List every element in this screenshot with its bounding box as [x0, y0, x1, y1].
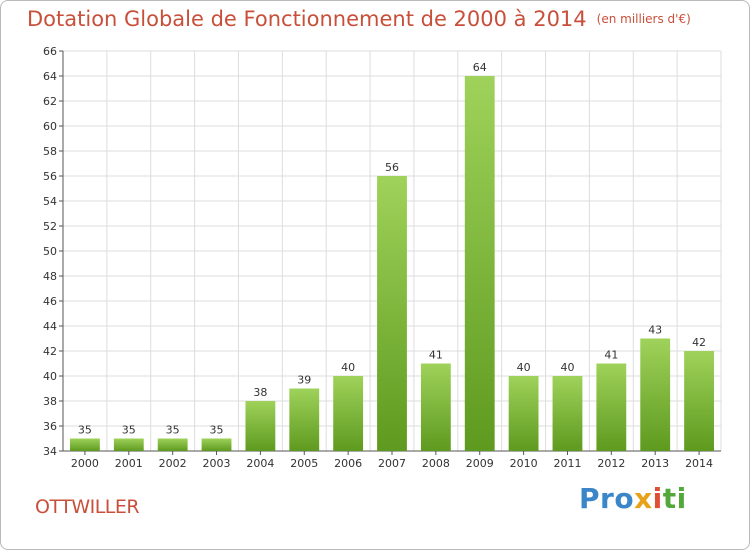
- x-tick-label-2001: 2001: [115, 457, 143, 470]
- logo-part: i: [652, 482, 663, 515]
- x-tick-label-2009: 2009: [466, 457, 494, 470]
- y-tick-label: 54: [43, 195, 57, 208]
- x-tick-label-2012: 2012: [597, 457, 625, 470]
- y-tick-label: 64: [43, 70, 57, 83]
- chart-title: Dotation Globale de Fonctionnement de 20…: [27, 7, 691, 31]
- bar-2014: [684, 351, 714, 451]
- data-label-2009: 64: [473, 61, 487, 74]
- data-label-2011: 40: [560, 361, 574, 374]
- x-tick-label-2014: 2014: [685, 457, 713, 470]
- y-tick-label: 58: [43, 145, 57, 158]
- y-tick-label: 52: [43, 220, 57, 233]
- data-label-2014: 42: [692, 336, 706, 349]
- chart-title-text: Dotation Globale de Fonctionnement de 20…: [27, 7, 587, 31]
- data-label-2003: 35: [210, 424, 224, 437]
- y-tick-label: 48: [43, 270, 57, 283]
- labels: 34 36 38 40 42 44 46 48 50 52 54 56 58 60 62 64 66 35 2000…: [43, 45, 713, 470]
- y-tick-label: 42: [43, 345, 57, 358]
- data-label-2001: 35: [122, 424, 136, 437]
- bar-2000: [70, 438, 100, 451]
- y-tick-label: 44: [43, 320, 57, 333]
- bar-2007: [377, 176, 407, 451]
- data-label-2008: 41: [429, 349, 443, 362]
- bars: [70, 76, 714, 451]
- bar-2003: [201, 438, 232, 451]
- y-tick-label: 50: [43, 245, 57, 258]
- data-label-2002: 35: [166, 424, 180, 437]
- x-tick-label-2013: 2013: [641, 457, 669, 470]
- chart-subtitle: (en milliers d'€): [596, 12, 691, 26]
- y-tick-label: 40: [43, 370, 57, 383]
- y-tick-label: 38: [43, 395, 57, 408]
- commune-name: OTTWILLER: [35, 496, 140, 518]
- bar-2011: [552, 376, 583, 451]
- bar-2001: [113, 438, 144, 451]
- x-tick-label-2007: 2007: [378, 457, 406, 470]
- x-tick-label-2005: 2005: [290, 457, 318, 470]
- x-tick-label-2011: 2011: [553, 457, 581, 470]
- x-tick-label-2000: 2000: [71, 457, 99, 470]
- data-label-2010: 40: [517, 361, 531, 374]
- data-label-2005: 39: [297, 374, 311, 387]
- x-tick-label-2006: 2006: [334, 457, 362, 470]
- bar-2013: [640, 338, 671, 451]
- y-tick-label: 62: [43, 95, 57, 108]
- x-tick-label-2002: 2002: [159, 457, 187, 470]
- bar-2008: [420, 363, 451, 451]
- logo-part: x: [634, 482, 653, 515]
- bar-2010: [508, 376, 539, 451]
- bar-2006: [333, 376, 364, 451]
- data-label-2013: 43: [648, 324, 662, 337]
- x-tick-label-2004: 2004: [246, 457, 274, 470]
- x-tick-label-2008: 2008: [422, 457, 450, 470]
- y-tick-label: 34: [43, 445, 57, 458]
- logo-part: ti: [662, 482, 687, 515]
- bar-2009: [464, 76, 495, 451]
- y-tick-label: 66: [43, 45, 57, 58]
- bar-2012: [596, 363, 627, 451]
- bar-2005: [289, 388, 320, 451]
- y-tick-label: 46: [43, 295, 57, 308]
- x-tick-label-2010: 2010: [510, 457, 538, 470]
- y-tick-label: 60: [43, 120, 57, 133]
- data-label-2000: 35: [78, 424, 92, 437]
- data-label-2006: 40: [341, 361, 355, 374]
- bar-2002: [157, 438, 188, 451]
- data-label-2012: 41: [604, 349, 618, 362]
- x-tick-label-2003: 2003: [203, 457, 231, 470]
- proxiti-logo[interactable]: Proxiti: [579, 485, 687, 513]
- bar-2004: [245, 401, 276, 451]
- data-label-2007: 56: [385, 161, 399, 174]
- y-tick-label: 56: [43, 170, 57, 183]
- logo-part: Pro: [579, 482, 635, 515]
- data-label-2004: 38: [253, 386, 267, 399]
- y-tick-label: 36: [43, 420, 57, 433]
